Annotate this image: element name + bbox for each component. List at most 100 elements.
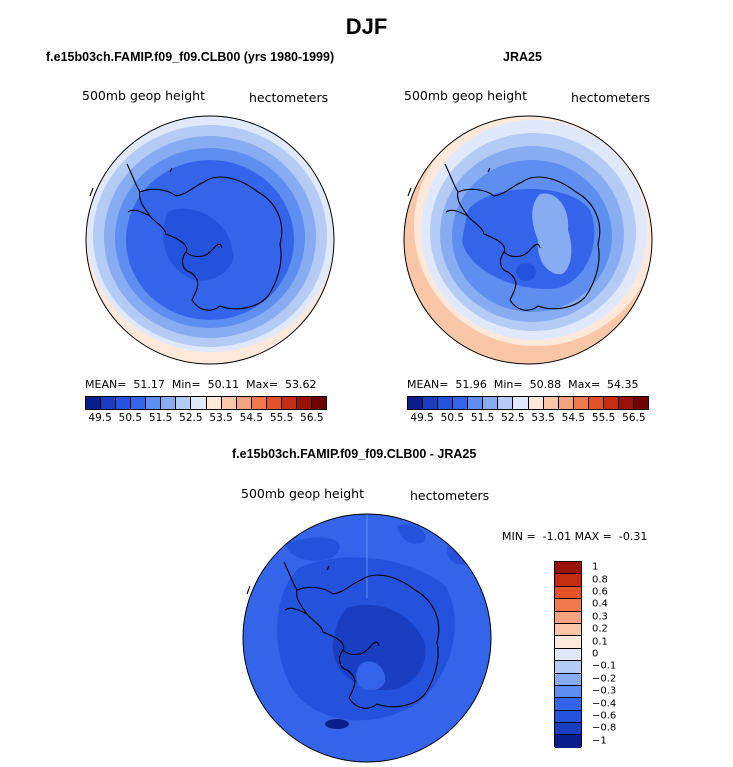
panel-obs-colorbar-cell: [498, 397, 514, 409]
panel-obs-colorbar-cell: [513, 397, 529, 409]
panel-diff-colorbar-cell: [555, 735, 581, 748]
panel-model-colorbar: [85, 396, 327, 410]
panel-obs-colorbar-tick-label: 49.5: [410, 412, 434, 424]
panel-diff-colorbar-label: −0.2: [592, 673, 617, 685]
panel-obs-colorbar-tick-label: 53.5: [531, 412, 555, 424]
panel-model-stats: MEAN= 51.17 Min= 50.11 Max= 53.62: [85, 378, 317, 391]
panel-diff-colorbar-cell: [555, 562, 581, 575]
panel-diff-colorbar-label: 0.4: [592, 598, 608, 610]
panel-diff-colorbar-cell: [555, 611, 581, 624]
panel-model-colorbar-cell: [101, 397, 117, 409]
panel-obs-colorbar-cell: [573, 397, 589, 409]
panel-diff-colorbar-label: 0: [592, 648, 599, 660]
panel-obs-colorbar-cell: [543, 397, 559, 409]
panel-diff-colorbar-label: 0.3: [592, 611, 608, 623]
panel-diff-units-label: hectometers: [410, 488, 490, 503]
panel-model-coastline: [89, 163, 283, 311]
panel-diff-colorbar-cell: [555, 685, 581, 699]
panel-obs-colorbar-cell: [528, 397, 544, 409]
panel-model-units-label: hectometers: [249, 90, 329, 105]
panel-diff-colorbar-cell: [555, 574, 581, 587]
panel-diff-colorbar-label: −0.1: [592, 660, 617, 672]
panel-model-map: [85, 115, 335, 365]
panel-diff-colorbar-cell: [555, 599, 581, 612]
panel-obs-colorbar-tick-label: 51.5: [470, 412, 495, 424]
panel-model-colorbar-cell: [116, 397, 132, 409]
panel-model-colorbar-tick-label: 50.5: [118, 412, 143, 424]
panel-obs-colorbar-cell: [603, 397, 619, 409]
panel-obs-colorbar-cell: [558, 397, 574, 409]
panel-obs-colorbar-cell: [483, 397, 499, 409]
panel-diff-colorbar-cell: [555, 661, 581, 674]
panel-model-colorbar-tick-label: 52.5: [179, 412, 203, 424]
panel-model-colorbar-cell: [251, 397, 267, 409]
panel-obs-units-label: hectometers: [571, 90, 651, 105]
panel-model-colorbar-cell: [266, 397, 282, 409]
panel-model-colorbar-tick-label: 51.5: [148, 412, 173, 424]
panel-obs-title: JRA25: [503, 50, 542, 64]
panel-obs-colorbar-ticks: 49.5 50.5 51.5 52.5 53.5 54.5 55.5 56.5: [407, 412, 649, 426]
figure-title: DJF: [345, 14, 388, 39]
panel-diff-colorbar-label: 0.6: [592, 586, 608, 598]
panel-diff-colorbar-cell: [555, 698, 581, 711]
panel-diff-colorbar-cell: [555, 673, 581, 686]
panel-diff-colorbar-label: 0.2: [592, 623, 608, 635]
panel-diff-colorbar-cell: [555, 648, 581, 662]
panel-diff-colorbar: [554, 561, 582, 748]
panel-diff-colorbar-cell: [555, 623, 581, 637]
panel-obs-colorbar-tick-label: 56.5: [622, 412, 646, 424]
panel-model-colorbar-cell: [221, 397, 237, 409]
panel-obs-field-label: 500mb geop height: [404, 88, 527, 103]
panel-diff-minmax: MIN = -1.01 MAX = -0.31: [502, 530, 648, 543]
panel-obs-colorbar-cell: [618, 397, 634, 409]
panel-obs-colorbar-tick-label: 50.5: [440, 412, 465, 424]
panel-model-colorbar-tick-label: 56.5: [300, 412, 324, 424]
panel-model-colorbar-cell: [131, 397, 147, 409]
panel-diff-colorbar-label: 0.1: [592, 636, 608, 648]
panel-obs-colorbar-tick-label: 54.5: [561, 412, 586, 424]
panel-obs-colorbar-cell: [453, 397, 469, 409]
panel-obs-colorbar-cell: [408, 397, 424, 409]
panel-obs-map: [403, 115, 653, 365]
panel-model-colorbar-cell: [206, 397, 222, 409]
panel-model-colorbar-cell: [86, 397, 102, 409]
panel-obs-colorbar-cell: [633, 397, 648, 409]
panel-diff-field-label: 500mb geop height: [241, 486, 364, 501]
panel-diff-colorbar-label: −1: [592, 735, 607, 747]
panel-model-colorbar-cell: [236, 397, 252, 409]
panel-diff-colorbar-label: −0.8: [592, 722, 617, 734]
panel-obs-colorbar-cell: [588, 397, 604, 409]
panel-model-colorbar-cell: [176, 397, 192, 409]
panel-diff-colorbar-label: 1: [592, 561, 599, 573]
panel-obs-colorbar-cell: [423, 397, 439, 409]
panel-model-colorbar-cell: [146, 397, 162, 409]
panel-diff-colorbar-labels: 1 0.8 0.6 0.4 0.3 0.2 0.1 0 −0.1 −0.2 −0.3 −0.4 −0.6…: [592, 561, 642, 747]
panel-diff-colorbar-cell: [555, 586, 581, 600]
panel-obs-colorbar: [407, 396, 649, 410]
panel-diff-colorbar-cell: [555, 723, 581, 736]
panel-model-field-label: 500mb geop height: [82, 88, 205, 103]
panel-obs-colorbar-tick-label: 55.5: [591, 412, 616, 424]
panel-model-colorbar-cell: [311, 397, 326, 409]
panel-diff-title: f.e15b03ch.FAMIP.f09_f09.CLB00 - JRA25: [232, 447, 477, 461]
panel-model-title: f.e15b03ch.FAMIP.f09_f09.CLB00 (yrs 1980…: [46, 50, 335, 64]
panel-model-colorbar-ticks: 49.5 50.5 51.5 52.5 53.5 54.5 55.5 56.5: [85, 412, 327, 426]
panel-model-colorbar-cell: [191, 397, 207, 409]
panel-diff-coastline: [246, 561, 440, 709]
panel-model-colorbar-tick-label: 49.5: [88, 412, 112, 424]
panel-diff-colorbar-label: 0.8: [592, 574, 608, 586]
panel-obs-stats: MEAN= 51.96 Min= 50.88 Max= 54.35: [407, 378, 639, 391]
panel-model-colorbar-tick-label: 55.5: [269, 412, 294, 424]
panel-obs-colorbar-cell: [438, 397, 454, 409]
panel-model-colorbar-cell: [296, 397, 312, 409]
panel-model-colorbar-tick-label: 53.5: [209, 412, 233, 424]
panel-model-colorbar-cell: [281, 397, 297, 409]
panel-obs-colorbar-tick-label: 52.5: [501, 412, 525, 424]
panel-diff-colorbar-cell: [555, 636, 581, 649]
panel-diff-map: [242, 513, 492, 763]
panel-model-colorbar-cell: [161, 397, 177, 409]
panel-obs-colorbar-cell: [468, 397, 484, 409]
panel-model-colorbar-tick-label: 54.5: [239, 412, 264, 424]
panel-diff-colorbar-label: −0.3: [592, 685, 617, 697]
panel-diff-colorbar-label: −0.6: [592, 710, 617, 722]
